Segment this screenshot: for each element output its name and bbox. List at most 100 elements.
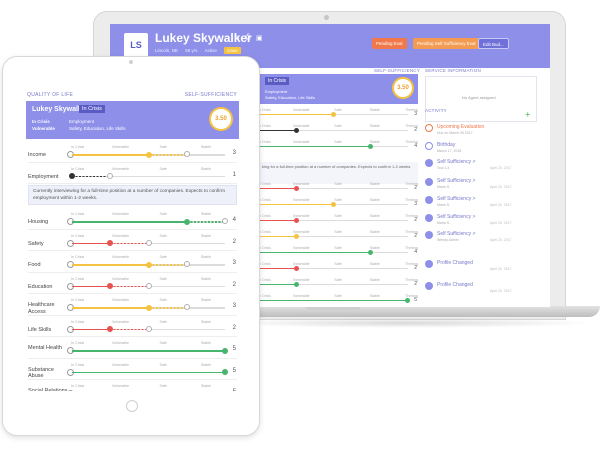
activity-item[interactable]: Self Sufficiency > Maria S. April 20, 2017: [425, 178, 537, 192]
print-icon[interactable]: ⎙: [245, 34, 251, 41]
edit-button[interactable]: Edit Bud...: [478, 38, 509, 49]
activity-title[interactable]: Profile Changed: [437, 260, 473, 266]
activity-title[interactable]: Upcoming Evaluation: [437, 124, 485, 130]
rating-marker[interactable]: [222, 390, 228, 391]
activity-title[interactable]: Self Sufficiency >: [437, 159, 476, 165]
rating-row[interactable]: Mental Health In Crisis Vulnerable Safe Stab…: [24, 337, 241, 359]
rating-marker[interactable]: [294, 186, 299, 191]
rating-value: 5: [233, 389, 236, 391]
laptop-rating-row[interactable]: In Crisis Vulnerable Safe Stable Thriving 4: [258, 246, 418, 258]
rating-marker[interactable]: [107, 326, 114, 332]
activity-title[interactable]: Self Sufficiency >: [437, 231, 476, 237]
scale-label: In Crisis: [71, 384, 85, 388]
pending-ss-eval-button[interactable]: Pending Self Sufficiency Eval: [413, 38, 480, 49]
activity-item[interactable]: Profile Changed April 20, 2017: [425, 282, 537, 296]
laptop-rating-row[interactable]: In Crisis Vulnerable Safe Stable Thriving 2: [258, 214, 418, 226]
laptop-rating-row[interactable]: In Crisis Vulnerable Safe Stable Thriving 5: [258, 294, 418, 306]
rating-marker[interactable]: [69, 173, 75, 179]
scale-label: In Crisis: [258, 198, 271, 202]
add-agent-icon[interactable]: +: [525, 110, 530, 119]
scale-label: Safe: [159, 145, 167, 149]
activity-title[interactable]: Self Sufficiency >: [437, 196, 476, 202]
rating-row[interactable]: Life Skills In Crisis Vulnerable Safe Stable…: [24, 316, 241, 337]
activity-item[interactable]: Profile Changed April 20, 2017: [425, 260, 537, 274]
laptop-rating-row[interactable]: In Crisis Vulnerable Safe Stable Thriving 2: [258, 278, 418, 290]
activity-date: April 20, 2017: [490, 203, 512, 207]
rating-marker[interactable]: [222, 347, 228, 354]
activity-item[interactable]: Self Sufficiency > Wendy Admin April 20, 2…: [425, 231, 537, 245]
laptop-rating-row[interactable]: In Crisis Vulnerable Safe Stable Thriving 2: [258, 230, 418, 242]
rating-marker[interactable]: [107, 283, 114, 289]
activity-item[interactable]: Upcoming Evaluation Due on March 09 2017: [425, 124, 537, 138]
crisis-badge: In Crisis: [265, 77, 290, 85]
scale-label: Safe: [159, 212, 167, 216]
laptop-rating-row[interactable]: In Crisis Vulnerable Safe Stable Thriving 3: [258, 198, 418, 210]
activity-subtitle: Maria S.: [437, 203, 451, 207]
crisis-areas: Employment: [265, 89, 288, 94]
rating-marker[interactable]: [222, 369, 228, 375]
laptop-rating-row[interactable]: In Crisis Vulnerable Safe Stable Thriving 2: [258, 182, 418, 194]
edit-icon[interactable]: ✎: [234, 35, 240, 42]
rating-marker[interactable]: [145, 261, 152, 268]
rating-track: [67, 368, 228, 376]
rating-fill: [260, 204, 334, 206]
laptop-rating-row[interactable]: In Crisis Vulnerable Safe Stable Thriving 2: [258, 124, 418, 136]
rating-marker[interactable]: [368, 250, 373, 255]
scale-label: Safe: [159, 233, 167, 238]
rating-track: [260, 112, 408, 117]
activity-title[interactable]: Self Sufficiency >: [437, 178, 476, 184]
scale-label: Stable: [200, 276, 212, 281]
rating-marker[interactable]: [368, 144, 373, 149]
activity-title[interactable]: Self Sufficiency >: [437, 214, 476, 220]
rating-marker[interactable]: [331, 112, 336, 117]
rating-value: 5: [414, 297, 417, 303]
folder-icon[interactable]: ▣: [256, 35, 263, 42]
laptop-rating-row[interactable]: In Crisis Vulnerable Safe Stable Thriving 3: [258, 108, 418, 120]
activity-item[interactable]: Birthday March 17, 2018: [425, 142, 537, 156]
rating-marker[interactable]: [107, 240, 114, 246]
rating-row[interactable]: Healthcare Access In Crisis Vulnerable Safe…: [24, 294, 241, 316]
activity-item[interactable]: Self Sufficiency > Maria S. April 20, 2017: [425, 214, 537, 228]
activity-item[interactable]: Self Sufficiency > Maria S. April 20, 2017: [425, 196, 537, 210]
pending-eval-button[interactable]: Pending Eval: [372, 38, 407, 49]
activity-subtitle: Maria S.: [437, 221, 451, 225]
rating-row[interactable]: Social Relations In Crisis Vulnerable Safe S…: [24, 380, 241, 391]
rating-marker[interactable]: [294, 282, 299, 287]
rating-value: 2: [232, 238, 236, 245]
laptop-rating-row[interactable]: In Crisis Vulnerable Safe Stable Thriving 2: [258, 262, 418, 274]
rating-row[interactable]: Substance Abuse In Crisis Vulnerable Safe St…: [24, 359, 241, 380]
rating-marker[interactable]: [145, 151, 152, 158]
rating-marker[interactable]: [145, 304, 152, 311]
activity-title[interactable]: Profile Changed: [437, 282, 473, 288]
row-divider: [28, 314, 237, 316]
activity-date: April 20, 2017: [490, 185, 512, 189]
activity-icon: [425, 231, 433, 239]
laptop-rating-row[interactable]: In Crisis Vulnerable Safe Stable Thriving 4: [258, 140, 418, 152]
rating-value: 2: [414, 281, 417, 287]
scale-label: Safe: [334, 198, 342, 202]
row-divider: [28, 271, 237, 273]
rating-marker[interactable]: [294, 266, 299, 271]
rating-marker[interactable]: [294, 234, 299, 239]
scale-label: Vulnerable: [292, 140, 310, 144]
rating-fill: [260, 252, 371, 254]
activity-item[interactable]: Self Sufficiency > Tool 1.3 April 20, 2017: [425, 159, 537, 173]
activity-title[interactable]: Birthday: [437, 142, 456, 148]
row-divider: [28, 357, 237, 359]
rating-marker[interactable]: [294, 218, 299, 223]
rating-marker[interactable]: [183, 218, 190, 225]
target-marker: [183, 261, 190, 267]
scale-label: In Crisis: [71, 276, 85, 281]
scale-label: Stable: [200, 362, 212, 367]
scale-label: Vulnerable: [292, 262, 310, 266]
rating-marker[interactable]: [405, 298, 410, 303]
rating-marker[interactable]: [294, 128, 299, 133]
rating-value: 2: [414, 185, 417, 191]
rating-marker[interactable]: [331, 202, 336, 207]
